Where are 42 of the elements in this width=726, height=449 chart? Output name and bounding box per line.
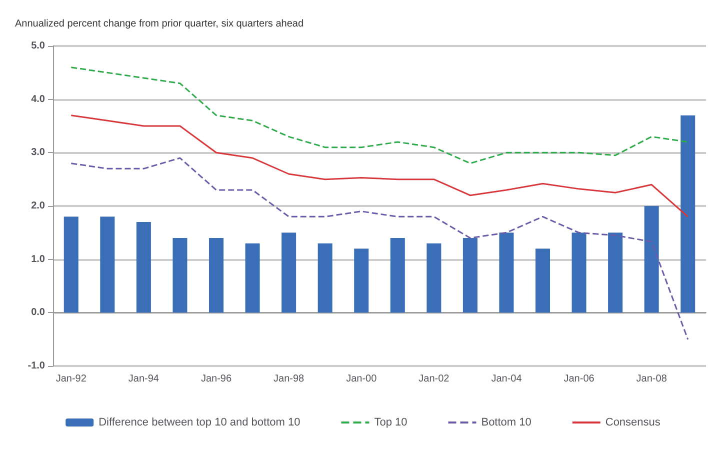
y-tick-label: 3.0: [31, 147, 46, 158]
bar: [644, 206, 659, 313]
bar: [64, 216, 78, 313]
y-tick-label: 4.0: [31, 94, 46, 105]
bar: [499, 232, 514, 313]
bar: [462, 238, 478, 313]
bar: [100, 216, 115, 313]
bar: [245, 243, 260, 313]
chart-subtitle: Annualized percent change from prior quarter, six quarters ahead: [15, 18, 304, 30]
bar: [572, 232, 586, 313]
y-tick-label: 2.0: [31, 200, 46, 212]
line-series: [70, 157, 689, 340]
x-tick-label: Jan-94: [128, 374, 160, 384]
bar: [608, 232, 623, 313]
y-tick-label: 1.0: [31, 254, 46, 265]
bar: [208, 238, 224, 313]
x-tick-label: Jan-00: [346, 374, 378, 384]
bar: [172, 238, 188, 313]
line-series: [70, 114, 689, 218]
bar: [680, 115, 696, 313]
x-tick-label: Jan-06: [564, 374, 595, 384]
bar: [426, 243, 442, 313]
y-tick-label: 0.0: [31, 307, 46, 318]
bar: [282, 232, 296, 313]
bar: [136, 222, 151, 313]
y-tick-label: 5.0: [31, 40, 46, 52]
x-tick-label: Jan-08: [636, 374, 668, 384]
bar: [535, 248, 550, 313]
x-tick-label: Jan-98: [274, 374, 305, 384]
legend-label: Consensus: [605, 416, 661, 428]
line-series: [70, 66, 689, 164]
legend-label: Bottom 10: [481, 416, 532, 428]
bar: [390, 238, 405, 313]
x-tick-label: Jan-96: [200, 374, 232, 384]
legend-label: Difference between top 10 and bottom 10: [98, 416, 300, 428]
x-tick-label: Jan-04: [491, 374, 522, 384]
x-tick-label: Jan-02: [418, 374, 450, 384]
legend-label: Top 10: [374, 416, 408, 428]
bar: [354, 248, 369, 313]
x-tick-label: Jan-92: [56, 374, 87, 384]
y-tick-label: -1.0: [28, 360, 46, 372]
bar: [318, 243, 332, 313]
